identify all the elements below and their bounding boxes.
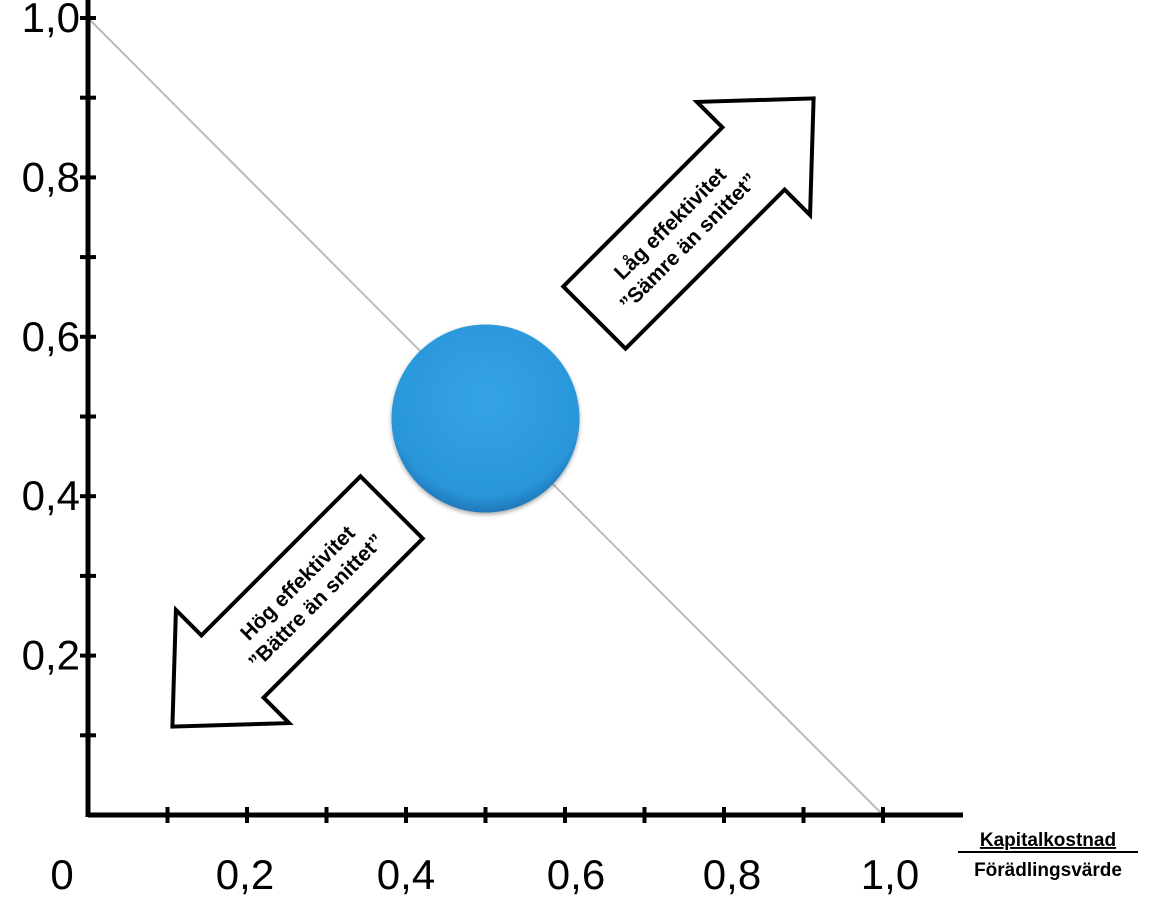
y-axis: 0,2 0,4 0,6 0,8 1,0 bbox=[22, 0, 96, 817]
data-point-circle bbox=[391, 324, 580, 513]
x-tick-label: 0,8 bbox=[703, 851, 761, 898]
xlabel-denominator: Förädlingsvärde bbox=[974, 860, 1122, 881]
x-tick-label: 0,2 bbox=[216, 851, 274, 898]
xlabel-numerator: Kapitalkostnad bbox=[980, 830, 1116, 851]
x-tick-label: 0,4 bbox=[377, 851, 435, 898]
x-tick-label: 0 bbox=[50, 851, 73, 898]
x-tick-label: 0,6 bbox=[547, 851, 605, 898]
arrow-up-right: Låg effektivitet ”Sämre än snittet” bbox=[560, 96, 816, 352]
arrow-down-left-shape bbox=[170, 473, 426, 729]
arrow-up-right-shape bbox=[560, 96, 816, 352]
y-tick-label: 0,8 bbox=[22, 153, 80, 200]
x-axis: 0 0,2 0,4 0,6 0,8 1,0 bbox=[50, 807, 963, 898]
arrow-down-left: Hög effektivitet ”Bättre än snittet” bbox=[170, 473, 426, 729]
y-tick-label: 0,2 bbox=[22, 632, 80, 679]
y-tick-label: 0,6 bbox=[22, 313, 80, 360]
x-tick-label: 1,0 bbox=[861, 851, 919, 898]
y-tick-label: 0,4 bbox=[22, 472, 80, 519]
y-tick-label: 1,0 bbox=[22, 0, 80, 41]
